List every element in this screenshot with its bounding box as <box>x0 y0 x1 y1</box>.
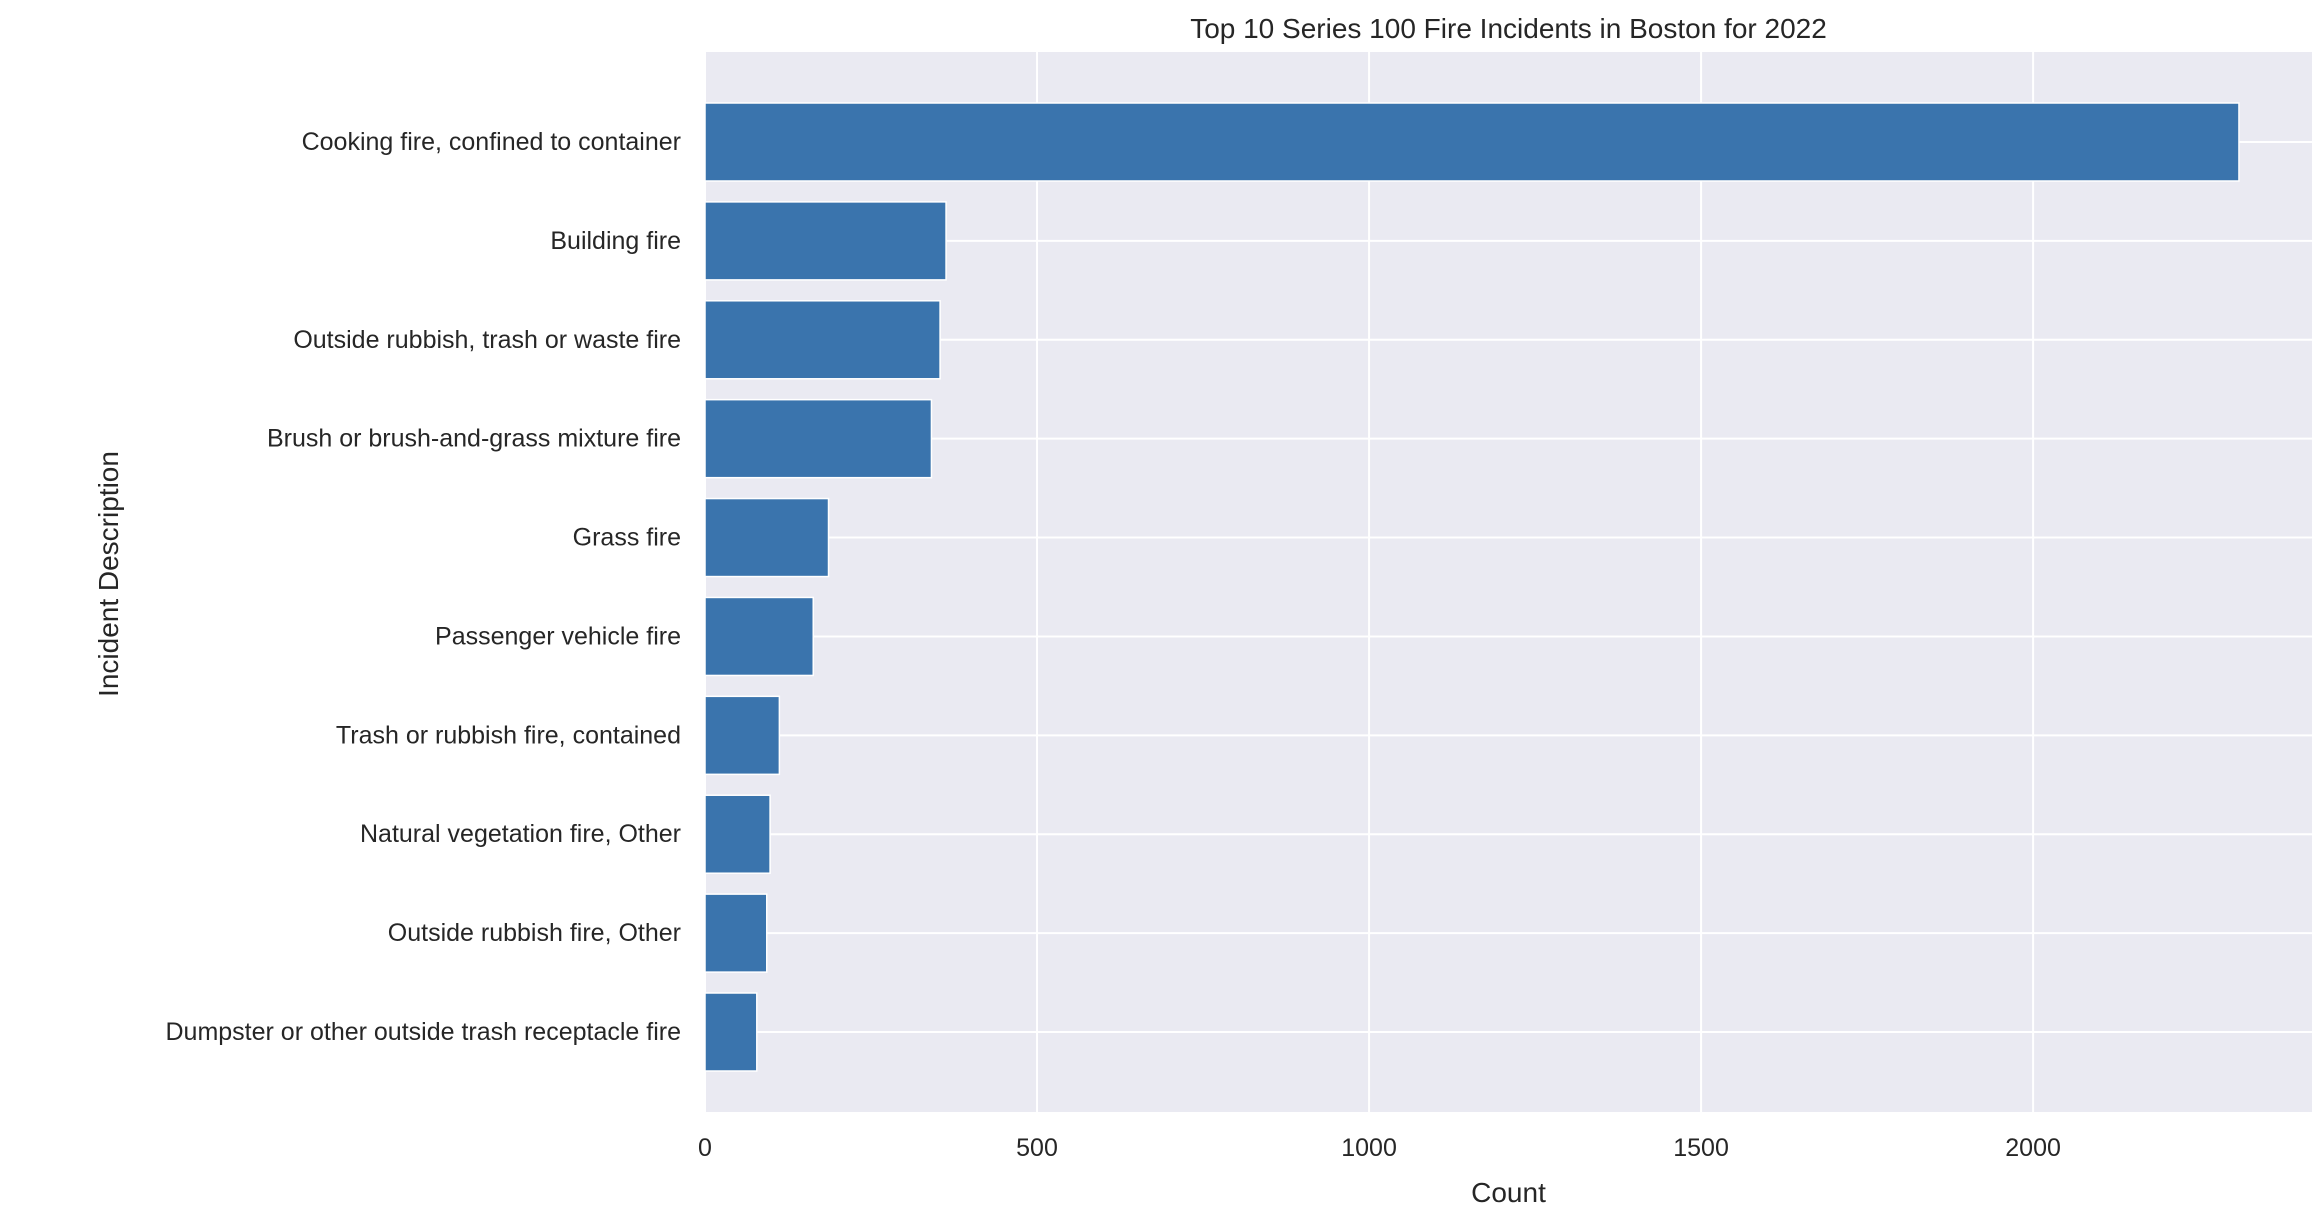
y-tick-label: Outside rubbish, trash or waste fire <box>293 326 681 354</box>
y-axis-label: Incident Description <box>93 451 124 697</box>
y-tick-label: Dumpster or other outside trash receptac… <box>165 1018 681 1046</box>
bar <box>704 300 941 380</box>
y-tick-label: Passenger vehicle fire <box>435 622 681 650</box>
x-tick-label: 0 <box>698 1134 712 1162</box>
bar <box>704 893 768 973</box>
y-tick-label: Brush or brush-and-grass mixture fire <box>267 425 681 453</box>
x-tick-labels: 0 500 1000 1500 2000 <box>698 1134 2061 1162</box>
bar <box>704 596 814 677</box>
x-axis-label: Count <box>1471 1177 1546 1208</box>
bar <box>704 794 771 874</box>
plot-background <box>705 52 2312 1112</box>
y-tick-label: Cooking fire, confined to container <box>302 128 681 156</box>
x-tick-label: 1500 <box>1673 1134 1729 1162</box>
bars <box>704 102 2240 1072</box>
bar <box>704 102 2240 182</box>
bar <box>704 497 830 578</box>
y-tick-label: Trash or rubbish fire, contained <box>336 721 681 749</box>
y-tick-label: Outside rubbish fire, Other <box>388 919 681 947</box>
bar <box>704 695 781 776</box>
grid-lines <box>704 52 2312 1112</box>
chart-title: Top 10 Series 100 Fire Incidents in Bost… <box>1190 13 1827 44</box>
x-tick-label: 2000 <box>2005 1134 2061 1162</box>
x-tick-label: 1000 <box>1341 1134 1397 1162</box>
y-tick-label: Building fire <box>550 227 681 255</box>
y-tick-labels: Cooking fire, confined to container Build… <box>165 128 681 1046</box>
bar <box>704 201 947 281</box>
bar <box>704 398 933 479</box>
y-tick-label: Grass fire <box>573 524 681 552</box>
x-tick-label: 500 <box>1016 1134 1058 1162</box>
bar <box>704 992 758 1072</box>
y-tick-label: Natural vegetation fire, Other <box>360 820 681 848</box>
